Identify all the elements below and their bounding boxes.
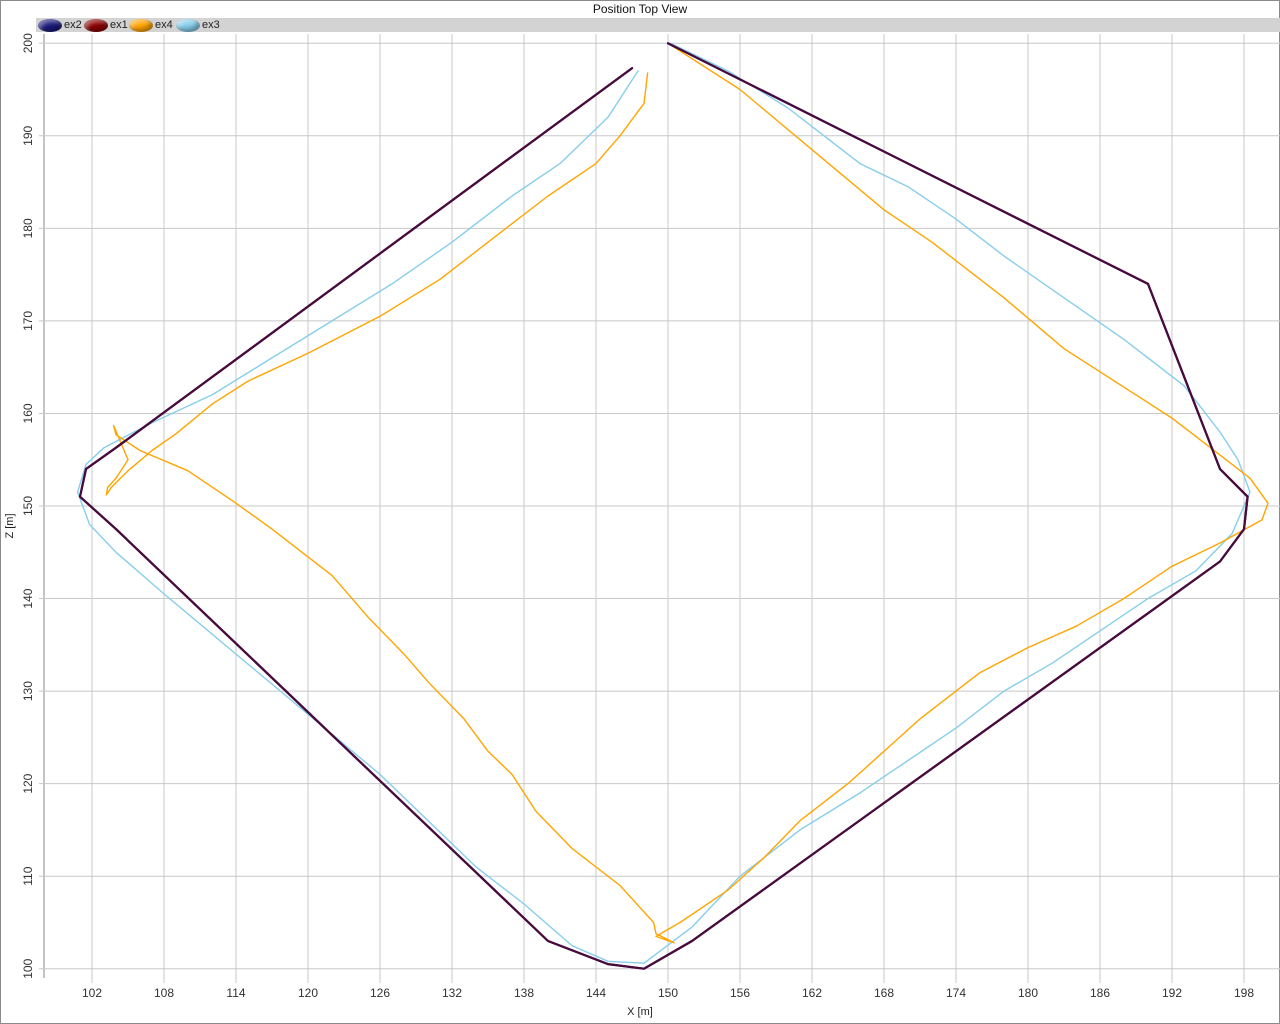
legend-item-ex4[interactable]: ex4 — [129, 18, 173, 32]
x-tick-label: 120 — [298, 986, 318, 1000]
legend-item-ex1[interactable]: ex1 — [84, 18, 128, 32]
x-tick-label: 108 — [154, 986, 174, 1000]
x-tick-label: 150 — [658, 986, 678, 1000]
x-tick-label: 132 — [442, 986, 462, 1000]
y-tick-label: 130 — [21, 681, 35, 701]
y-tick-label: 170 — [21, 311, 35, 331]
x-axis-ticks: 102 108 114 120 126 132 138 144 150 156 162 168 174 1… — [82, 986, 1254, 1000]
y-tick-label: 160 — [21, 403, 35, 423]
y-tick-label: 140 — [21, 588, 35, 608]
y-tick-label: 110 — [21, 866, 35, 885]
grid — [39, 34, 1280, 983]
legend-item-ex3[interactable]: ex3 — [176, 18, 220, 32]
y-axis-label: Z [m] — [4, 513, 16, 538]
x-tick-label: 162 — [802, 986, 822, 1000]
legend-swatch-ex3 — [176, 18, 200, 32]
x-tick-label: 102 — [82, 986, 102, 1000]
x-tick-label: 114 — [226, 986, 245, 1000]
y-tick-label: 120 — [21, 773, 35, 793]
legend-label-ex1: ex1 — [110, 19, 128, 31]
x-tick-label: 198 — [1234, 986, 1254, 1000]
y-tick-label: 150 — [21, 496, 35, 516]
x-tick-label: 174 — [946, 986, 966, 1000]
y-tick-label: 180 — [21, 218, 35, 238]
x-tick-label: 192 — [1162, 986, 1182, 1000]
y-tick-label: 190 — [21, 125, 35, 145]
x-tick-label: 186 — [1090, 986, 1110, 1000]
x-tick-label: 144 — [586, 986, 606, 1000]
y-tick-label: 100 — [21, 958, 35, 978]
x-axis-label: X [m] — [627, 1006, 653, 1018]
y-tick-label: 200 — [21, 33, 35, 53]
legend-swatch-ex4 — [129, 18, 153, 32]
series-layer — [76, 42, 1269, 970]
legend-label-ex4: ex4 — [155, 19, 173, 31]
x-tick-label: 156 — [730, 986, 750, 1000]
series-line-ex1 — [78, 42, 1249, 970]
y-axis-ticks: 100 110 120 130 140 150 160 170 180 190 200 — [21, 33, 35, 979]
legend: ex2 ex1 ex4 ex3 — [36, 18, 1280, 32]
legend-item-ex2[interactable]: ex2 — [38, 18, 82, 32]
x-tick-label: 180 — [1018, 986, 1038, 1000]
series-line-ex3 — [76, 42, 1251, 964]
x-tick-label: 138 — [514, 986, 534, 1000]
x-tick-label: 126 — [370, 986, 390, 1000]
series-line-ex4 — [105, 42, 1269, 944]
legend-label-ex3: ex3 — [202, 19, 220, 31]
legend-swatch-ex2 — [38, 18, 62, 32]
legend-label-ex2: ex2 — [64, 19, 82, 31]
x-tick-label: 168 — [874, 986, 894, 1000]
legend-swatch-ex1 — [84, 18, 108, 32]
chart-title: Position Top View — [592, 2, 688, 16]
